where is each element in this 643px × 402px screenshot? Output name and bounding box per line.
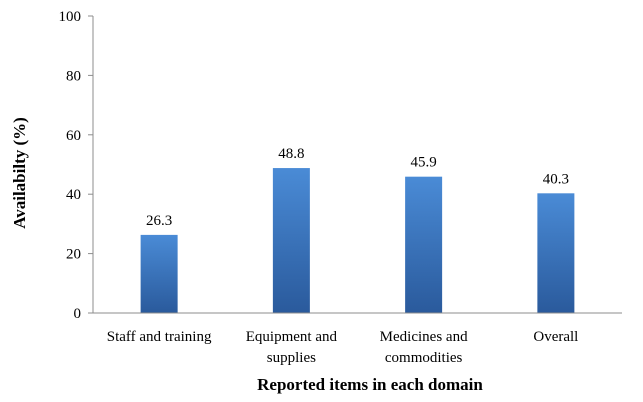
x-axis-category-labels: Staff and training Equipment and supplies M… <box>107 329 579 366</box>
y-tick-label: 0 <box>74 306 82 322</box>
data-label: 40.3 <box>543 171 569 187</box>
bar <box>405 176 443 313</box>
x-axis-title: Reported items in each domain <box>257 375 483 394</box>
bar <box>537 193 575 313</box>
x-category-label: Medicines and <box>380 329 468 345</box>
y-tick-label: 40 <box>66 187 81 203</box>
y-tick-label: 20 <box>66 247 81 263</box>
bar <box>140 234 178 313</box>
y-axis-ticks: 0 20 40 60 80 100 <box>59 9 93 322</box>
data-label: 45.9 <box>411 155 437 171</box>
x-category-label: Staff and training <box>107 329 212 345</box>
y-axis-title: Availabilty (%) <box>10 117 29 229</box>
y-tick-label: 100 <box>59 9 82 25</box>
x-category-label: supplies <box>267 350 316 366</box>
x-category-label: commodities <box>385 350 463 366</box>
data-labels: 26.3 48.8 45.9 40.3 <box>146 146 569 229</box>
bars <box>140 168 575 313</box>
bar <box>272 168 310 313</box>
x-category-label: Equipment and <box>246 329 338 345</box>
data-label: 48.8 <box>278 146 304 162</box>
y-tick-label: 80 <box>66 68 81 84</box>
data-label: 26.3 <box>146 213 172 229</box>
y-tick-label: 60 <box>66 128 81 144</box>
x-category-label: Overall <box>533 329 578 345</box>
